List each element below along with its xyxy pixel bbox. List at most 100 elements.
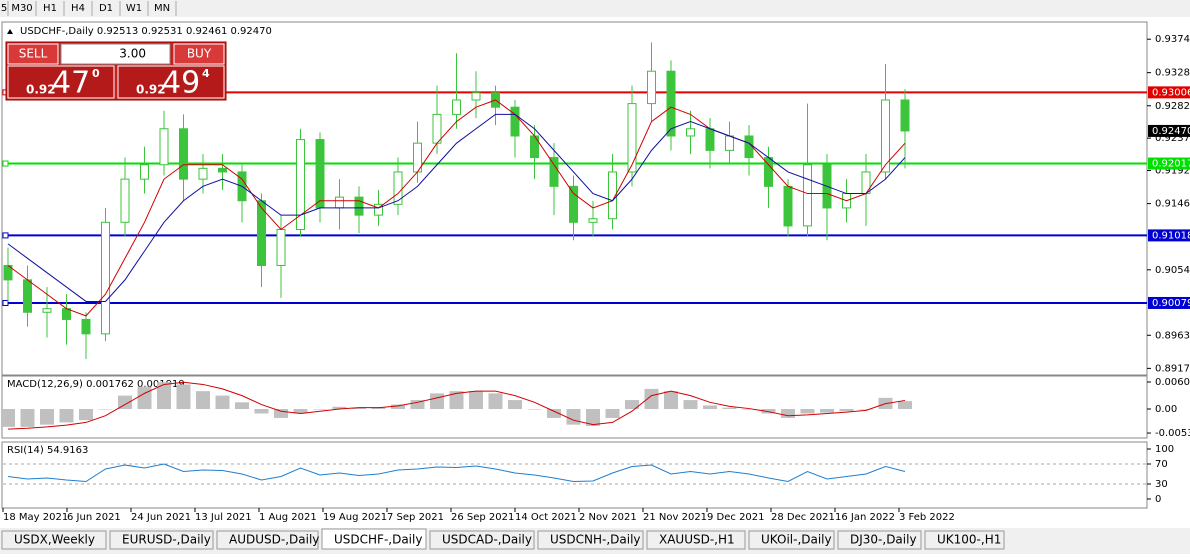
tab-label[interactable]: USDCHF-,Daily <box>334 533 422 547</box>
macd-bar <box>59 409 74 423</box>
lot-input[interactable] <box>60 43 171 65</box>
y-tick-label: 0.006045 <box>1155 377 1190 388</box>
timeframe-button[interactable]: D1 <box>99 3 113 14</box>
buy-label[interactable]: BUY <box>187 47 212 61</box>
candle-body <box>218 167 227 173</box>
candle-body <box>432 113 442 144</box>
buy-button[interactable] <box>173 43 225 65</box>
macd-signal <box>7 381 906 430</box>
tab-label[interactable]: USDCNH-,Daily <box>550 533 641 547</box>
price-big: 0.92 <box>136 83 166 97</box>
macd-bar <box>157 382 171 410</box>
price-frac: 4 <box>202 67 210 80</box>
tab-label[interactable]: UKOil-,Daily <box>761 533 832 547</box>
x-tick-label: 24 Jun 2021 <box>131 512 191 523</box>
macd-bar <box>215 395 230 410</box>
candle-body <box>276 229 286 266</box>
macd-bar <box>176 384 191 410</box>
macd-bar <box>430 393 444 410</box>
macd-bar <box>274 409 288 418</box>
tab-label[interactable]: AUDUSD-,Daily <box>229 533 319 547</box>
timeframe-button[interactable]: M30 <box>11 3 32 14</box>
level-label: 0.90079 <box>1152 298 1190 309</box>
macd-bar <box>820 409 834 413</box>
tab[interactable] <box>1 530 107 550</box>
macd-bar <box>20 409 35 427</box>
timeframe-button[interactable]: H1 <box>43 3 57 14</box>
toolbar <box>0 0 1190 17</box>
macd-bar <box>98 409 113 410</box>
x-tick-label: 6 Jun 2021 <box>67 512 121 523</box>
tab[interactable] <box>429 530 535 550</box>
level-anchor <box>2 299 9 306</box>
tab[interactable] <box>537 530 644 550</box>
candle-body <box>705 128 715 151</box>
timeframe-button[interactable]: W1 <box>126 3 142 14</box>
price-pips: 49 <box>162 66 200 101</box>
macd-bar <box>566 409 581 425</box>
candle-body <box>686 128 695 137</box>
macd-bar <box>527 409 542 410</box>
candle-body <box>627 103 637 173</box>
tab[interactable] <box>924 530 1005 550</box>
macd-bar <box>410 400 425 410</box>
timeframe-button[interactable]: MN <box>154 3 170 14</box>
candle-body <box>179 128 188 180</box>
candle-body <box>725 135 734 151</box>
level-label-box <box>1148 229 1190 242</box>
lot-value[interactable]: 3.00 <box>119 47 146 61</box>
macd-bar <box>371 407 386 410</box>
macd-bar <box>839 409 854 412</box>
candle-body <box>881 99 890 173</box>
tab[interactable] <box>109 530 214 550</box>
x-tick-label: 1 Aug 2021 <box>259 512 317 523</box>
price-box[interactable] <box>117 65 225 99</box>
tab[interactable] <box>321 528 427 550</box>
candle-body <box>900 99 910 132</box>
tab-label[interactable]: XAUUSD-,H1 <box>659 533 735 547</box>
tab[interactable] <box>837 530 922 550</box>
sell-label[interactable]: SELL <box>19 47 48 61</box>
macd-bar <box>254 409 269 414</box>
candle-body <box>861 171 871 195</box>
x-tick-label: 28 Dec 2021 <box>771 512 835 523</box>
candle-body <box>101 221 110 335</box>
macd-bar <box>235 402 249 410</box>
y-tick-label: 0.93745 <box>1155 34 1190 45</box>
candle-body <box>374 203 383 216</box>
macd-bar <box>313 409 327 410</box>
candle-body <box>62 308 71 320</box>
candle-body <box>530 135 539 159</box>
tab-label[interactable]: USDX,Weekly <box>14 533 95 547</box>
tab-label[interactable]: EURUSD-,Daily <box>122 533 211 547</box>
timeframe-button[interactable]: H4 <box>71 3 85 14</box>
tab[interactable] <box>748 530 835 550</box>
tab-label[interactable]: USDCAD-,Daily <box>442 533 532 547</box>
price-box[interactable] <box>7 65 115 99</box>
level-label-box <box>1148 157 1190 170</box>
level-label: 0.93006 <box>1152 87 1190 98</box>
ma-fast <box>7 99 906 317</box>
tab-label[interactable]: UK100-,H1 <box>937 533 1001 547</box>
chart-title: USDCHF-,Daily 0.92513 0.92531 0.92461 0.… <box>20 26 272 37</box>
sell-button[interactable] <box>7 43 59 65</box>
rsi-panel <box>1 441 1148 509</box>
timeframe-button[interactable]: 5 <box>1 3 7 14</box>
y-tick-label: -0.00538 <box>1155 428 1190 439</box>
candle-body <box>140 164 149 180</box>
candle-body <box>42 308 52 313</box>
tab[interactable] <box>216 530 319 550</box>
price-label-box <box>1148 124 1190 137</box>
candle-body <box>198 167 208 180</box>
candle-body <box>452 99 461 115</box>
x-tick-label: 9 Dec 2021 <box>707 512 765 523</box>
y-tick-label: 30 <box>1155 479 1168 490</box>
tab-label[interactable]: DJ30-,Daily <box>850 533 917 547</box>
tab[interactable] <box>646 530 746 550</box>
macd-bar <box>1 409 15 427</box>
